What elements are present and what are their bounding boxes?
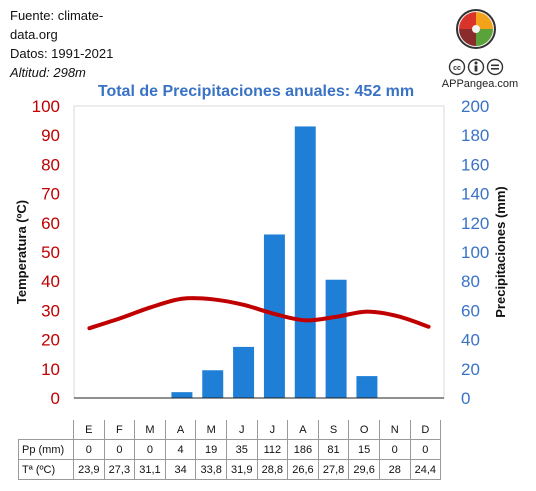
precip-bar <box>294 126 316 398</box>
month-header: F <box>103 420 136 440</box>
table-cell: 186 <box>287 439 319 460</box>
month-header: S <box>317 420 350 440</box>
left-tick-label: 90 <box>41 126 60 145</box>
row-label: Tª (ºC) <box>18 459 74 480</box>
table-cell: 0 <box>103 439 136 460</box>
table-cell: 0 <box>73 439 105 460</box>
table-cell: 33,8 <box>195 459 227 480</box>
row-label: Pp (mm) <box>18 439 74 460</box>
table-cell: 35 <box>225 439 258 460</box>
precip-bar <box>171 392 193 398</box>
source-line: Fuente: climate- <box>10 8 104 23</box>
table-cell: 15 <box>348 439 380 460</box>
month-header: N <box>378 420 411 440</box>
left-tick-label: 50 <box>41 243 60 262</box>
table-row: Pp (mm) 0 0 0 4 19 35 112 186 81 15 0 0 <box>18 439 442 460</box>
precip-bar <box>325 279 347 398</box>
right-tick-label: 120 <box>461 214 489 233</box>
month-header: A <box>287 420 319 440</box>
eq-icon <box>486 58 504 76</box>
right-tick-label: 20 <box>461 360 480 379</box>
site-name: APPangea.com <box>441 78 519 90</box>
table-cell: 4 <box>164 439 197 460</box>
right-tick-label: 200 <box>461 97 489 116</box>
table-cell: 29,6 <box>348 459 380 480</box>
month-header: M <box>195 420 227 440</box>
table-row: Tª (ºC) 23,9 27,3 31,1 34 33,8 31,9 28,8 26,6 27… <box>18 459 442 480</box>
table-cell: 34 <box>164 459 197 480</box>
month-header: D <box>409 420 442 440</box>
right-tick-label: 140 <box>461 185 489 204</box>
table-cell: 31,9 <box>225 459 258 480</box>
plot-area <box>73 105 445 399</box>
chart-title: Total de Precipitaciones anuales: 452 mm <box>98 83 414 100</box>
left-tick-label: 60 <box>41 214 60 233</box>
table-cell: 31,1 <box>134 459 166 480</box>
precip-bar <box>356 376 378 398</box>
source-info: Fuente: climate- data.org Datos: 1991-20… <box>10 6 113 82</box>
table-cell: 26,6 <box>287 459 319 480</box>
table-cell: 27,3 <box>103 459 136 480</box>
right-tick-label: 80 <box>461 272 480 291</box>
month-header: O <box>348 420 380 440</box>
climate-chart: Total de Precipitaciones anuales: 452 mm… <box>14 83 508 408</box>
precip-bar <box>233 346 255 398</box>
right-tick-label: 0 <box>461 389 470 408</box>
table-cell: 24,4 <box>409 459 442 480</box>
temperature-line <box>87 296 431 331</box>
month-header: A <box>164 420 197 440</box>
right-axis-label: Precipitaciones (mm) <box>493 186 508 318</box>
precip-bar <box>263 234 285 398</box>
left-tick-label: 30 <box>41 301 60 320</box>
left-tick-label: 100 <box>32 97 60 116</box>
table-cell: 0 <box>134 439 166 460</box>
table-cell: 27,8 <box>317 459 350 480</box>
right-tick-label: 160 <box>461 155 489 174</box>
table-cell: 0 <box>378 439 411 460</box>
table-cell: 23,9 <box>73 459 105 480</box>
appangea-logo: cc APPangea.com <box>440 4 520 96</box>
left-tick-label: 10 <box>41 360 60 379</box>
table-cell: 112 <box>256 439 289 460</box>
left-tick-label: 20 <box>41 331 60 350</box>
right-tick-label: 60 <box>461 301 480 320</box>
table-corner-cell <box>18 420 74 440</box>
table-cell: 28,8 <box>256 459 289 480</box>
left-axis-label: Temperatura (ºC) <box>14 200 29 304</box>
altitude-label: Altitud: 298m <box>10 65 86 80</box>
table-cell: 19 <box>195 439 227 460</box>
month-header: M <box>134 420 166 440</box>
left-tick-label: 40 <box>41 272 60 291</box>
precip-bar <box>202 370 224 398</box>
left-tick-label: 80 <box>41 155 60 174</box>
right-tick-label: 180 <box>461 126 489 145</box>
month-header: E <box>73 420 105 440</box>
month-header: J <box>256 420 289 440</box>
puzzle-logo-icon: cc <box>448 9 504 76</box>
month-header: J <box>225 420 258 440</box>
left-tick-label: 70 <box>41 185 60 204</box>
table-cell: 0 <box>409 439 442 460</box>
data-period: Datos: 1991-2021 <box>10 46 114 61</box>
cc-icon <box>448 58 466 76</box>
table-cell: 28 <box>378 459 411 480</box>
source-line: data.org <box>10 27 58 42</box>
right-tick-label: 40 <box>461 331 480 350</box>
right-tick-label: 100 <box>461 243 489 262</box>
left-tick-label: 0 <box>51 389 60 408</box>
svg-text:cc: cc <box>453 65 461 72</box>
table-cell: 81 <box>317 439 350 460</box>
